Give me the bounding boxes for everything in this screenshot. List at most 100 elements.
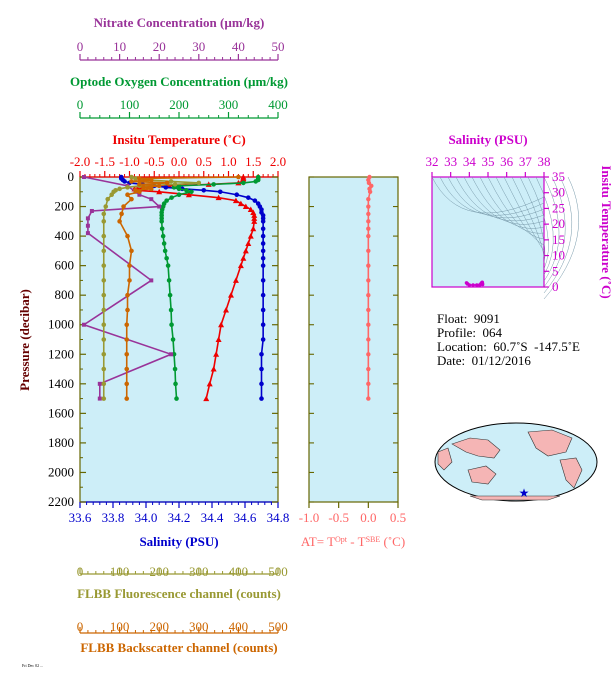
ts-y-tick-label: 0 [552, 279, 559, 294]
salinity-point [201, 187, 207, 193]
at-tick-label: 0.0 [360, 510, 376, 525]
optode-oxygen-point [161, 241, 167, 246]
density-contour [527, 176, 549, 270]
at-tick-label: -1.0 [299, 510, 320, 525]
optode-oxygen-point [172, 366, 178, 372]
flbb-backscatter-point [137, 176, 142, 181]
flbb-fluorescence-point [172, 182, 178, 187]
salinity-tick-label: 34.2 [168, 510, 191, 525]
flbb-fluorescence-point [196, 180, 202, 186]
oxygen-tick-label: 100 [120, 97, 140, 112]
insitu-temperature-point [247, 233, 254, 239]
optode-oxygen-point [253, 179, 259, 184]
ts-x-tick-label: 35 [482, 154, 495, 169]
optode-oxygen-point [167, 292, 173, 298]
salinity-tick-label: 33.6 [69, 510, 92, 525]
density-contour [495, 176, 545, 246]
backscatter-tick-label: 400 [229, 619, 249, 634]
flbb-fluorescence-point [117, 186, 122, 192]
salinity-point [260, 255, 266, 261]
fluorescence-tick-label: 100 [110, 564, 130, 579]
at-series [366, 174, 374, 401]
salinity-point [260, 219, 266, 224]
salinity-point [260, 241, 266, 246]
optode-oxygen-point [184, 187, 189, 193]
at-point [366, 226, 371, 231]
temperature-tick-label: 1.0 [220, 154, 236, 169]
temperature-tick-label: -1.0 [119, 154, 140, 169]
top-axes: 0 10 20 30 40 50 Nitrate Concentration (µm/kg)… [70, 15, 288, 178]
ts-x-tick-label: 33 [444, 154, 457, 169]
nitrate-tick-label: 20 [153, 39, 166, 54]
at-tick-label: -0.5 [328, 510, 349, 525]
flbb-fluorescence-point [101, 292, 107, 298]
insitu-temperature-point [251, 218, 258, 224]
temperature-tick-label: 2.0 [270, 154, 286, 169]
oxygen-axis-label: Optode Oxygen Concentration (µm/kg) [70, 74, 288, 89]
at-axis: -1.0 -0.5 0.0 0.5 AT= TOpt - TSBE (˚C) [299, 176, 406, 549]
pressure-tick-label: 1600 [48, 405, 74, 420]
insitu-temperature-point [232, 277, 239, 283]
at-point [366, 292, 371, 298]
ts-y-tick-label: 25 [552, 200, 565, 215]
nitrate-point [97, 381, 102, 386]
nitrate-axis-label: Nitrate Concentration (µm/kg) [94, 15, 265, 30]
nitrate-point [169, 352, 174, 357]
ts-x-tick-label: 37 [519, 154, 533, 169]
nitrate-point [81, 175, 86, 179]
footer-text: Fri Dec 02 ... [22, 663, 44, 668]
pressure-tick-label: 400 [55, 228, 75, 243]
at-point [366, 307, 371, 313]
optode-oxygen-point [159, 226, 165, 232]
pressure-tick-label: 600 [55, 258, 75, 273]
at-point [366, 322, 371, 327]
at-point [366, 233, 371, 239]
salinity-tick-label: 34.4 [201, 510, 224, 525]
flbb-backscatter-point [127, 263, 132, 268]
optode-oxygen-point [241, 180, 246, 186]
flbb-backscatter-point [236, 174, 241, 180]
flbb-backscatter-point [125, 233, 130, 239]
optode-oxygen-point [170, 337, 176, 342]
pressure-axis-label: Pressure (decibar) [17, 289, 32, 391]
density-contour [543, 176, 573, 294]
pressure-axis: 0 200 400 600 800 1000 1200 1400 1600 1800 2000 220… [17, 169, 278, 509]
insitu-temperature-point [245, 240, 252, 246]
flbb-backscatter-point [148, 177, 154, 183]
fluorescence-tick-label: 200 [149, 564, 169, 579]
flbb-backscatter-point [124, 322, 130, 328]
ts-x-tick-label: 32 [426, 154, 439, 169]
at-plot-area [308, 176, 399, 503]
insitu-temperature-point [250, 225, 257, 232]
flbb-backscatter-point [164, 180, 170, 186]
nitrate-tick-label: 0 [77, 39, 84, 54]
backscatter-tick-label: 0 [77, 619, 84, 634]
ts-y-tick-label: 15 [552, 232, 565, 247]
flbb-backscatter-point [137, 189, 142, 195]
nitrate-point [149, 278, 154, 283]
salinity-axis-label: Salinity (PSU) [139, 534, 218, 549]
flbb-fluorescence-point [101, 396, 107, 401]
at-point [366, 263, 371, 268]
fluorescence-tick-label: 300 [189, 564, 209, 579]
pressure-tick-label: 1000 [48, 317, 74, 332]
ts-x-tick-label: 38 [538, 154, 551, 169]
salinity-point [246, 195, 251, 200]
at-point [366, 248, 371, 254]
salinity-point [260, 292, 266, 298]
flbb-backscatter-point [129, 179, 134, 184]
location: Location: 60.7˚S -147.5˚E [437, 339, 580, 354]
profile-series [81, 174, 266, 402]
flbb-fluorescence-point [101, 263, 107, 268]
salinity-point [260, 322, 266, 328]
density-contour [535, 176, 554, 276]
nitrate-point [81, 322, 86, 327]
ts-y-tick-label: 10 [552, 248, 565, 263]
insitu-temperature-point [247, 206, 254, 212]
date: Date: 01/12/2016 [437, 353, 531, 368]
salinity-point [260, 233, 266, 239]
flbb-backscatter-point [119, 211, 124, 217]
float-id: Float: 9091 [437, 311, 500, 326]
nitrate-point [85, 223, 90, 228]
